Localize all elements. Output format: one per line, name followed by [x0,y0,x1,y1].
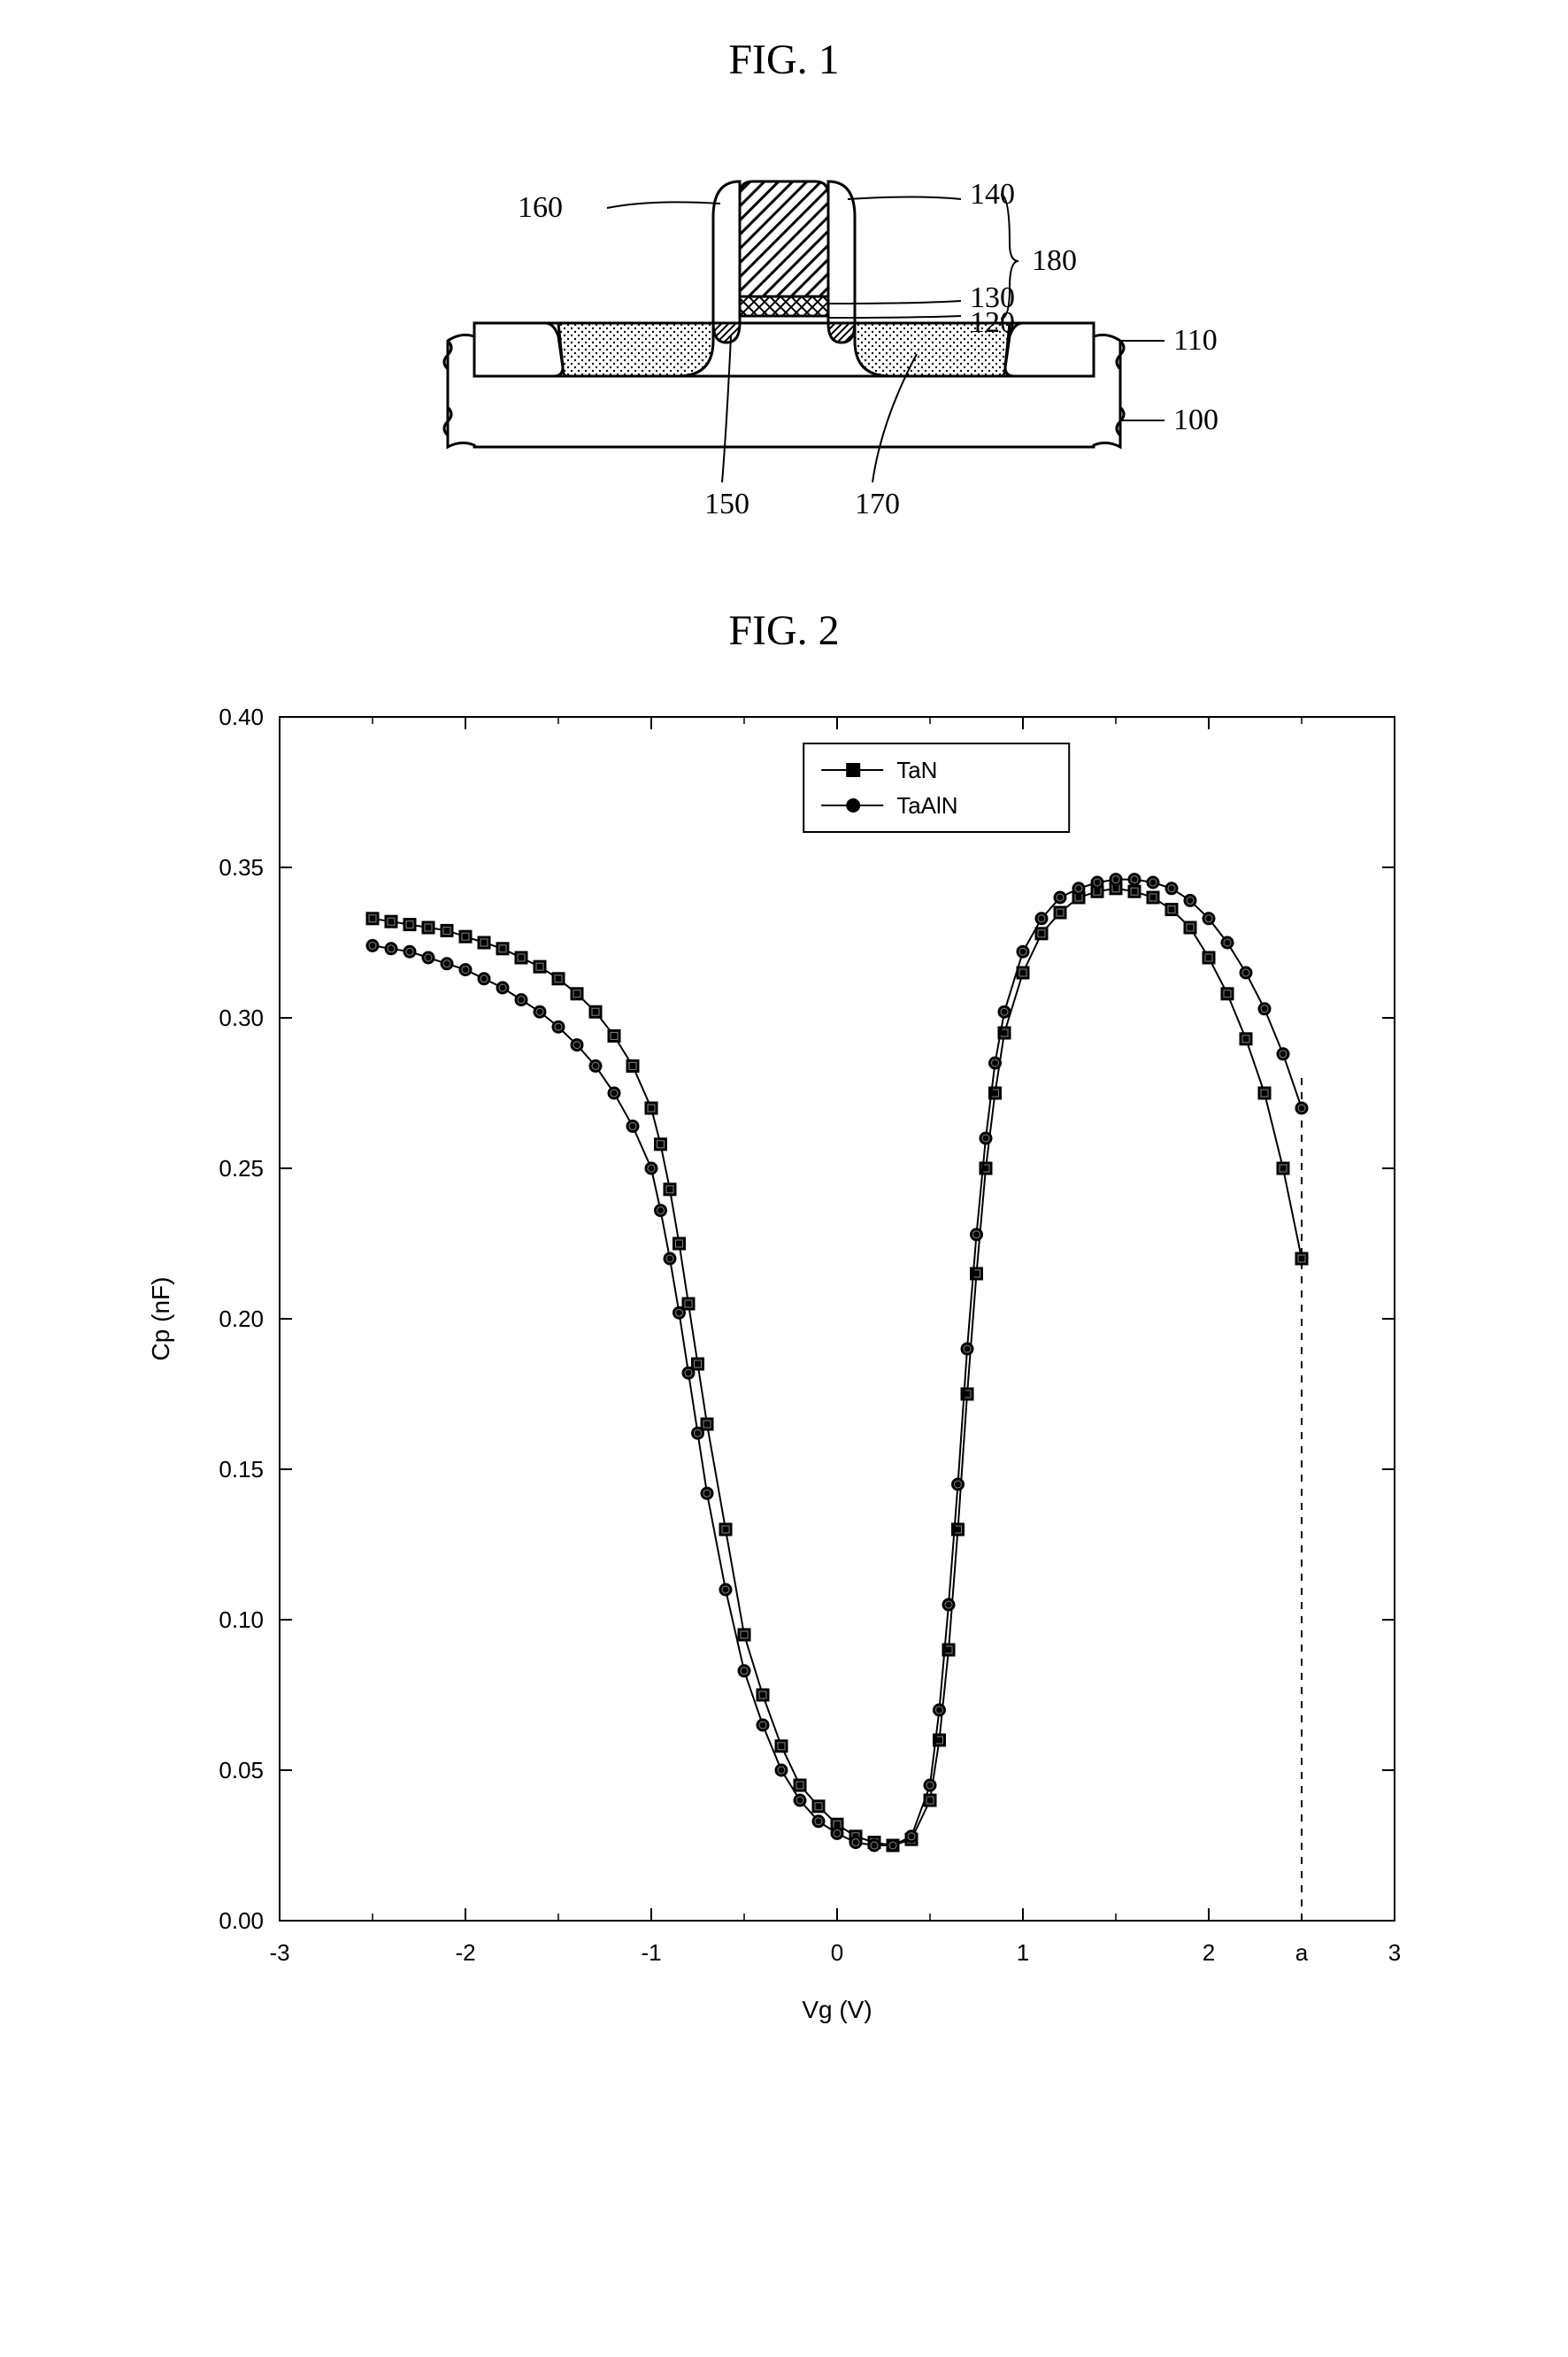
svg-text:0: 0 [831,1939,843,1966]
svg-text:0.00: 0.00 [219,1907,264,1934]
svg-text:0.05: 0.05 [219,1757,264,1783]
svg-text:0.40: 0.40 [219,704,264,730]
svg-text:3: 3 [1388,1939,1401,1966]
svg-text:TaN: TaN [896,757,937,783]
label-110: 110 [1173,324,1218,357]
svg-text:-1: -1 [641,1939,661,1966]
label-180: 180 [1032,244,1077,277]
figure-1-title: FIG. 1 [728,35,839,84]
figure-2-title: FIG. 2 [728,606,839,655]
figure-2-chart: -3 -2 -1 0 1 2 3 0.00 0.05 0.10 0.15 0.20 0.25 0.30 0.… [120,682,1448,2053]
svg-text:0.10: 0.10 [219,1606,264,1633]
svg-text:2: 2 [1203,1939,1215,1966]
label-150: 150 [704,488,749,520]
label-140: 140 [970,178,1015,211]
figure-2: FIG. 2 -3 -2 -1 0 1 2 3 0.00 0.05 0.10 0.15 0.20 0.2… [120,606,1448,2053]
label-160: 160 [518,191,563,224]
svg-text:a: a [1295,1939,1309,1966]
svg-text:0.35: 0.35 [219,854,264,881]
figure-1-diagram: 160 140 180 130 120 110 100 150 170 [297,111,1271,553]
svg-text:Cp (nF): Cp (nF) [147,1277,174,1361]
svg-text:-3: -3 [269,1939,289,1966]
svg-text:0.30: 0.30 [219,1005,264,1031]
label-120: 120 [970,306,1015,339]
label-170: 170 [855,488,900,520]
svg-text:TaAlN: TaAlN [896,792,957,819]
svg-text:0.20: 0.20 [219,1306,264,1332]
svg-text:0.15: 0.15 [219,1456,264,1483]
svg-text:1: 1 [1017,1939,1029,1966]
figure-1: FIG. 1 [297,35,1271,553]
svg-text:-2: -2 [455,1939,475,1966]
label-100: 100 [1173,404,1218,436]
svg-text:0.25: 0.25 [219,1155,264,1182]
svg-text:Vg (V): Vg (V) [802,1996,872,2023]
